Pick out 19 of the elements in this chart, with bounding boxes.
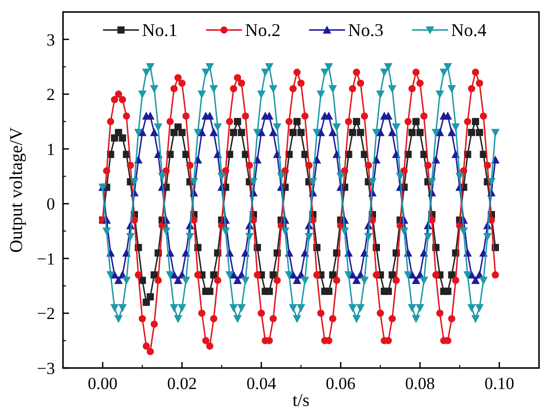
x-tick-label: 0.06 [326,374,356,393]
y-tick-label: −2 [36,304,55,324]
y-tick-label: −1 [36,249,55,268]
y-tick-label: 2 [46,85,55,104]
y-axis-title: Output voltage/V [6,127,26,253]
legend-label: No.1 [142,20,178,40]
x-tick-label: 0.10 [484,374,514,393]
legend-label: No.2 [245,20,280,40]
y-tick-label: 0 [46,194,55,214]
legend-label: No.4 [451,20,486,40]
y-tick-label: 1 [46,140,55,159]
x-tick-label: 0.08 [405,374,435,393]
legend-label: No.3 [348,20,384,40]
x-axis-title: t/s [292,390,310,410]
y-tick-label: −3 [36,359,55,378]
x-tick-label: 0.00 [88,374,118,393]
x-tick-label: 0.02 [167,374,197,393]
y-tick-label: 3 [46,30,55,50]
x-tick-label: 0.04 [246,374,277,393]
